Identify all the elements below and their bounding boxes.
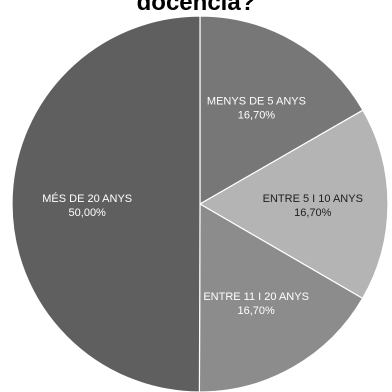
pie-slice-entre-5-i-10-anys <box>198 109 389 300</box>
pie-slice-mes-de-20-anys <box>11 15 201 392</box>
slice-value-menys-de-5-anys: 16,70% <box>238 109 276 121</box>
pie-slice-entre-11-i-20-anys <box>198 202 364 392</box>
slice-label-mes-de-20-anys: MÉS DE 20 ANYS <box>42 192 132 205</box>
pie-slice-menys-de-5-anys <box>199 15 364 206</box>
slice-label-entre-11-i-20-anys: ENTRE 11 I 20 ANYS <box>203 291 309 303</box>
slice-label-entre-5-i-10-anys: ENTRE 5 I 10 ANYS <box>263 193 363 205</box>
pie-labels: MENYS DE 5 ANYS 16,70% ENTRE 5 I 10 ANYS 16… <box>42 95 363 316</box>
chart-title: docència? <box>137 0 256 16</box>
slice-value-entre-11-i-20-anys: 16,70% <box>237 305 275 317</box>
slice-value-entre-5-i-10-anys: 16,70% <box>294 207 332 219</box>
pie-slices <box>11 15 389 392</box>
slice-value-mes-de-20-anys: 50,00% <box>69 207 107 219</box>
slice-label-menys-de-5-anys: MENYS DE 5 ANYS <box>207 95 306 107</box>
